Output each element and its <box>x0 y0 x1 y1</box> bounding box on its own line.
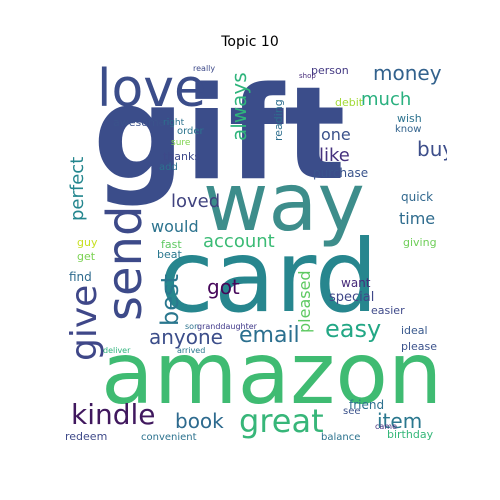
word-kindle: kindle <box>71 398 156 431</box>
word-book: book <box>175 409 224 433</box>
word-granddaughter: granddaughter <box>197 322 257 331</box>
word-right: right <box>163 118 185 128</box>
word-want: want <box>341 276 371 290</box>
word-convenient: convenient <box>141 432 197 443</box>
word-know: know <box>395 124 422 135</box>
word-ideal: ideal <box>401 324 428 337</box>
word-easy: easy <box>325 315 382 343</box>
word-sure: sure <box>171 138 191 148</box>
word-please: please <box>401 340 438 353</box>
word-best: best <box>156 274 184 326</box>
word-purchase: purchase <box>313 166 369 180</box>
word-really: really <box>193 64 216 73</box>
word-son: son <box>185 322 200 331</box>
word-got: got <box>207 275 240 299</box>
word-loved: loved <box>171 191 221 212</box>
word-debit: debit <box>335 96 364 109</box>
word-came: came <box>375 422 398 431</box>
word-love: love <box>97 61 207 119</box>
word-way: way <box>203 156 365 249</box>
word-reading: reading <box>272 99 285 141</box>
word-guy: guy <box>77 236 98 249</box>
word-cloud: gift card way amazon love send give kind… <box>63 61 447 445</box>
word-find: find <box>69 270 92 284</box>
word-account: account <box>203 231 275 252</box>
word-easier: easier <box>371 304 405 317</box>
word-time: time <box>399 209 436 228</box>
word-fast: fast <box>161 238 182 251</box>
word-great: great <box>239 402 324 440</box>
word-item: item <box>377 409 423 433</box>
word-gift: gift <box>93 61 346 209</box>
word-giving: giving <box>403 236 437 249</box>
word-person: person <box>311 64 349 77</box>
plot-title: Topic 10 <box>221 34 279 50</box>
word-redeem: redeem <box>65 430 108 443</box>
word-quick: quick <box>401 190 434 204</box>
word-friend: friend <box>349 398 385 412</box>
word-anyone: anyone <box>149 325 223 349</box>
word-deliver: deliver <box>103 346 131 355</box>
word-thanks: thanks <box>163 150 201 163</box>
word-amazon: amazon <box>101 324 443 424</box>
word-awesome: awesome <box>113 116 166 129</box>
word-send: send <box>97 205 153 321</box>
word-much: much <box>361 89 412 110</box>
word-wish: wish <box>397 112 422 125</box>
word-buy: buy <box>417 137 447 161</box>
word-money: money <box>373 61 442 85</box>
word-like: like <box>319 145 350 166</box>
word-special: special <box>329 290 375 305</box>
word-always: always <box>227 72 251 141</box>
word-arrived: arrived <box>177 346 206 355</box>
word-card: card <box>159 218 379 335</box>
word-perfect: perfect <box>67 156 88 221</box>
word-one: one <box>321 125 351 144</box>
word-pleased: pleased <box>295 270 314 333</box>
word-shop: shop <box>299 72 316 80</box>
word-birthday: birthday <box>387 428 434 441</box>
word-give: give <box>64 284 105 361</box>
word-add: add <box>159 162 178 173</box>
word-see: see <box>343 406 361 417</box>
word-order: order <box>177 126 204 137</box>
word-would: would <box>151 217 199 236</box>
word-beat: beat <box>157 248 182 261</box>
word-email: email <box>239 323 300 348</box>
word-get: get <box>77 250 96 263</box>
word-balance: balance <box>321 432 361 443</box>
